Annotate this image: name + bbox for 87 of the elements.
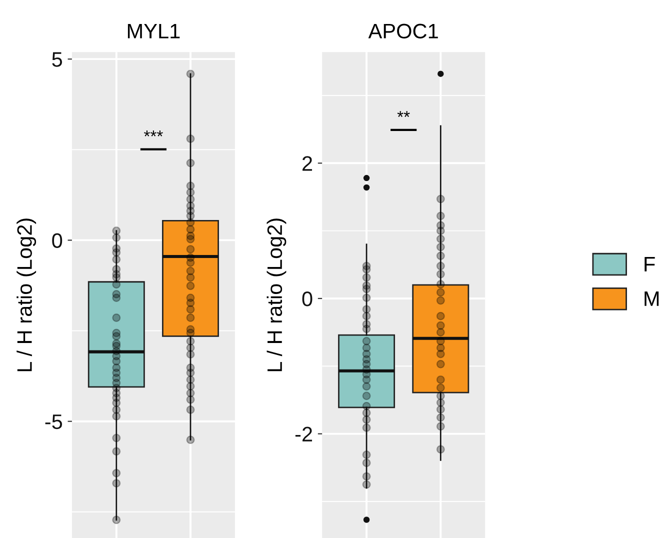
point [436,262,445,270]
point [112,294,121,302]
point [186,70,195,78]
point [362,415,371,424]
y-tick-label: 5 [52,52,62,67]
point [436,280,445,288]
point [436,375,445,384]
point [362,450,371,460]
point [436,242,445,252]
point [436,194,445,204]
point [112,516,121,524]
point [112,479,121,488]
point [186,382,195,390]
point [186,273,195,282]
point [362,273,371,282]
chart-title: MYL1 [128,24,180,38]
point [362,265,371,274]
point [112,314,121,322]
point [186,188,195,197]
point [186,282,195,290]
point [436,384,445,392]
point [112,412,121,421]
point [436,445,445,454]
point [112,468,121,478]
point [186,328,195,338]
point [362,294,371,302]
point [362,284,371,294]
point [436,360,445,368]
point [186,350,195,359]
point [186,368,195,378]
point [186,258,195,267]
point [186,134,195,143]
point [436,252,445,260]
point [362,375,371,384]
point [436,405,445,414]
point [362,324,371,334]
point [362,423,371,432]
point [436,234,445,244]
y-tick-label: -2 [295,426,312,442]
point [186,436,195,444]
point [186,395,195,404]
point [112,398,121,408]
point [436,312,445,320]
point [186,314,195,322]
point [362,458,371,468]
point [436,288,445,297]
point [436,296,445,305]
y-axis-title: L / H ratio (Log2) [266,218,286,372]
point [436,212,445,220]
point [436,270,445,278]
point [436,422,445,431]
point [362,382,371,391]
point [362,336,371,346]
point [186,158,195,168]
y-tick-label: -5 [45,414,62,430]
point [112,434,121,442]
chart-title: APOC1 [368,24,438,38]
y-tick-label: 2 [302,156,312,171]
point [186,245,195,254]
point [362,392,371,400]
point [186,305,195,314]
y-tick-label: 0 [52,233,62,248]
point [436,336,445,346]
point [362,312,371,320]
point [362,480,371,489]
point [112,332,121,340]
annotation: *** [144,130,163,136]
point [186,406,195,414]
point [112,273,121,282]
point [436,226,445,236]
point [436,398,445,407]
point [112,447,121,456]
y-tick-label: 0 [302,291,312,306]
point [112,226,121,236]
point [112,233,121,242]
legend-label: M [644,292,659,306]
point [436,328,445,337]
point [436,413,445,422]
annotation: ** [397,111,410,117]
point [186,234,195,244]
point [112,280,121,289]
point [112,255,121,264]
y-axis-title: L / H ratio (Log2) [16,218,36,372]
point [436,350,445,358]
point [362,472,371,481]
point [112,248,121,257]
legend-label: F [644,257,655,272]
